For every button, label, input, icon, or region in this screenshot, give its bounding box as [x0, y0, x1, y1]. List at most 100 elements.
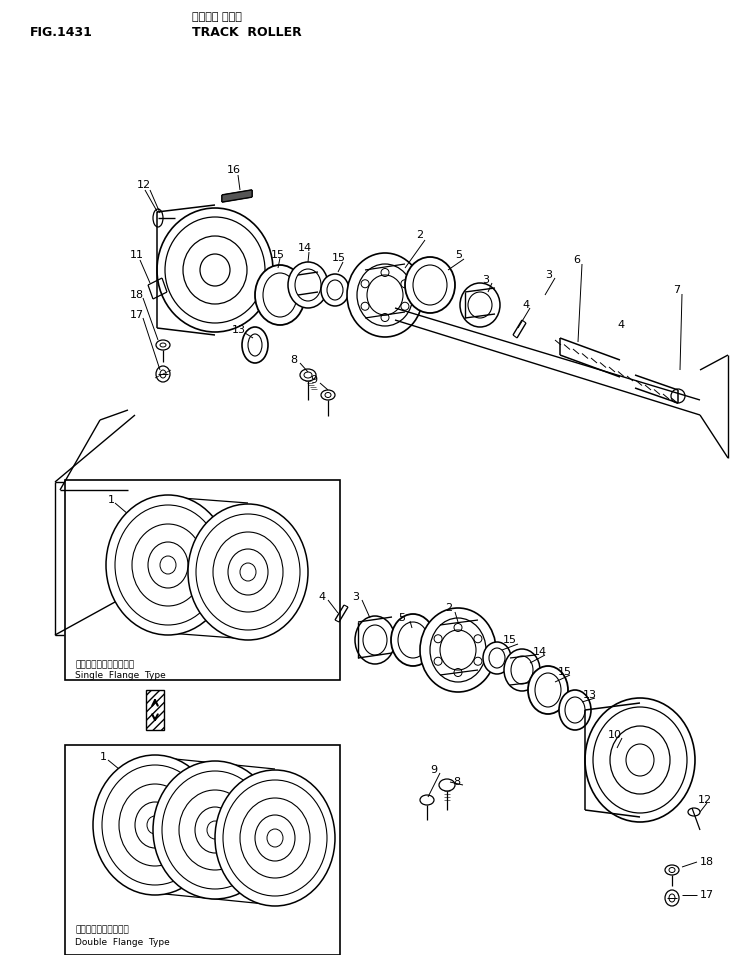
- Ellipse shape: [179, 790, 251, 870]
- Ellipse shape: [267, 829, 283, 847]
- Text: 18: 18: [700, 857, 714, 867]
- Ellipse shape: [398, 622, 428, 658]
- Ellipse shape: [207, 821, 223, 839]
- Text: 14: 14: [533, 647, 547, 657]
- Ellipse shape: [162, 771, 268, 889]
- Ellipse shape: [565, 697, 585, 723]
- Ellipse shape: [240, 798, 310, 878]
- Text: 17: 17: [700, 890, 714, 900]
- Text: 16: 16: [227, 165, 241, 175]
- Text: Double  Flange  Type: Double Flange Type: [75, 938, 170, 946]
- Ellipse shape: [610, 726, 670, 794]
- Text: 5: 5: [455, 250, 462, 260]
- Text: シングルフランジタイプ: シングルフランジタイプ: [75, 661, 134, 669]
- Ellipse shape: [626, 744, 654, 776]
- Text: 12: 12: [698, 795, 712, 805]
- Text: 2: 2: [416, 230, 423, 240]
- Ellipse shape: [391, 614, 435, 666]
- Ellipse shape: [248, 334, 262, 356]
- Text: 1: 1: [108, 495, 115, 505]
- Ellipse shape: [511, 656, 533, 684]
- Ellipse shape: [504, 649, 540, 691]
- Ellipse shape: [405, 257, 455, 313]
- Text: 1: 1: [100, 752, 107, 762]
- Ellipse shape: [223, 780, 327, 896]
- Ellipse shape: [363, 625, 387, 655]
- Ellipse shape: [295, 269, 321, 301]
- Ellipse shape: [196, 514, 300, 630]
- Text: 14: 14: [298, 243, 312, 253]
- Ellipse shape: [413, 265, 447, 305]
- Bar: [65, 480, 340, 680]
- Ellipse shape: [195, 807, 235, 853]
- Text: 15: 15: [271, 250, 285, 260]
- Text: 3: 3: [545, 270, 552, 280]
- Text: 5: 5: [398, 613, 405, 623]
- Ellipse shape: [483, 642, 511, 674]
- Polygon shape: [222, 190, 252, 202]
- Ellipse shape: [228, 549, 268, 595]
- Ellipse shape: [440, 630, 476, 670]
- Ellipse shape: [93, 755, 217, 895]
- Text: 9: 9: [430, 765, 437, 775]
- Ellipse shape: [357, 264, 413, 326]
- Ellipse shape: [559, 690, 591, 730]
- Text: 4: 4: [318, 592, 325, 602]
- Text: トラック ローラ: トラック ローラ: [192, 12, 242, 22]
- Text: 10: 10: [608, 730, 622, 740]
- Text: 9: 9: [310, 375, 317, 385]
- Ellipse shape: [115, 505, 221, 625]
- Text: 18: 18: [130, 290, 144, 300]
- Ellipse shape: [468, 292, 492, 318]
- Text: ダブルフランジタイプ: ダブルフランジタイプ: [75, 925, 129, 935]
- Text: 3: 3: [352, 592, 359, 602]
- Ellipse shape: [160, 556, 176, 574]
- Ellipse shape: [215, 770, 335, 906]
- Text: 8: 8: [290, 355, 297, 365]
- Ellipse shape: [355, 616, 395, 664]
- Ellipse shape: [420, 608, 496, 692]
- Ellipse shape: [255, 265, 305, 325]
- Text: 15: 15: [558, 667, 572, 677]
- Text: 8: 8: [453, 777, 460, 787]
- Text: 15: 15: [332, 253, 346, 263]
- Text: 3: 3: [482, 275, 489, 285]
- Ellipse shape: [321, 274, 349, 306]
- Ellipse shape: [347, 253, 423, 337]
- Ellipse shape: [288, 262, 328, 308]
- Text: 2: 2: [445, 603, 452, 613]
- Text: 11: 11: [130, 250, 144, 260]
- Bar: [65, 745, 340, 955]
- Text: 4: 4: [617, 320, 624, 330]
- Ellipse shape: [535, 673, 561, 707]
- Ellipse shape: [255, 815, 295, 861]
- Ellipse shape: [489, 648, 505, 668]
- Ellipse shape: [213, 532, 283, 612]
- Text: 17: 17: [130, 310, 144, 320]
- Text: TRACK  ROLLER: TRACK ROLLER: [192, 27, 302, 39]
- Ellipse shape: [367, 275, 403, 315]
- Ellipse shape: [593, 707, 687, 813]
- Ellipse shape: [132, 524, 204, 606]
- Ellipse shape: [242, 327, 268, 363]
- Text: 4: 4: [522, 300, 529, 310]
- Text: FIG.1431: FIG.1431: [30, 27, 93, 39]
- Ellipse shape: [147, 816, 163, 834]
- Ellipse shape: [263, 273, 297, 317]
- Text: 13: 13: [232, 325, 246, 335]
- Text: 13: 13: [583, 690, 597, 700]
- Ellipse shape: [106, 495, 230, 635]
- Ellipse shape: [460, 283, 500, 327]
- Ellipse shape: [148, 542, 188, 588]
- Text: 6: 6: [573, 255, 580, 265]
- Ellipse shape: [327, 280, 343, 300]
- Ellipse shape: [119, 784, 191, 866]
- Ellipse shape: [240, 563, 256, 581]
- Text: 7: 7: [673, 285, 680, 295]
- Ellipse shape: [528, 666, 568, 714]
- Ellipse shape: [102, 765, 208, 885]
- Ellipse shape: [135, 802, 175, 848]
- Ellipse shape: [188, 504, 308, 640]
- Bar: [146, 690, 164, 730]
- Text: Single  Flange  Type: Single Flange Type: [75, 670, 166, 680]
